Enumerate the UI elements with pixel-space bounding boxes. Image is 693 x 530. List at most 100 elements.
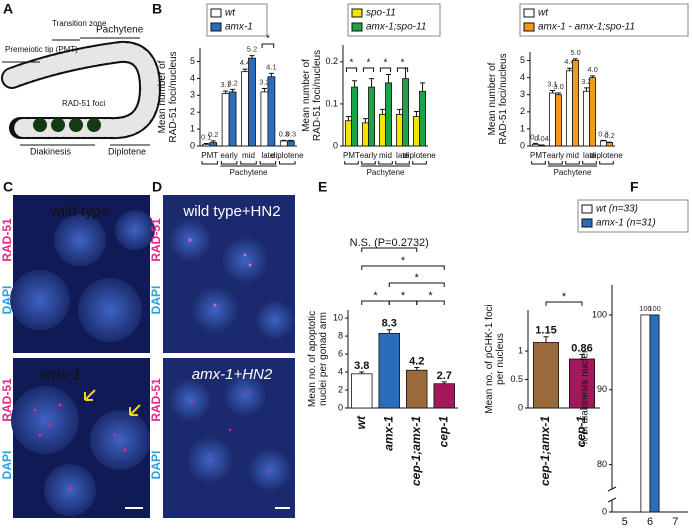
- x-tick-label: early: [220, 151, 237, 160]
- diagram-label: Pachytene: [96, 25, 144, 36]
- category-bracket: [344, 161, 359, 165]
- value-label: 0.2: [604, 131, 614, 140]
- error-bar: [261, 88, 267, 92]
- y-tick-label: 1: [520, 123, 525, 133]
- error-bar: [369, 78, 375, 88]
- category-bracket: [240, 161, 257, 165]
- group-label: Pachytene: [367, 168, 405, 177]
- y-tick-label: 5: [520, 55, 525, 65]
- diagram-label: Premeiotic tip (PMT): [5, 45, 78, 54]
- value-label: 4.4: [564, 57, 574, 66]
- panel-letter: F: [630, 179, 639, 195]
- x-tick-label: PMT: [343, 151, 360, 160]
- error-bar: [288, 139, 294, 141]
- error-bar: [281, 139, 287, 141]
- y-axis-label: nuclei per gonad arm: [318, 312, 329, 406]
- bar: [565, 70, 573, 147]
- stain-label: RAD-51: [149, 378, 163, 422]
- error-bar: [223, 90, 229, 94]
- y-tick-label: 0: [520, 140, 525, 150]
- error-bar: [420, 82, 426, 92]
- significance-label: *: [401, 290, 406, 302]
- bar: [531, 143, 539, 147]
- value-label: 3.2: [581, 77, 591, 86]
- y-tick-label: 0: [190, 140, 195, 150]
- error-bar: [543, 336, 549, 343]
- error-bar: [414, 367, 420, 371]
- y-tick-label: 0: [333, 140, 338, 150]
- bar: [572, 60, 580, 147]
- legend-label: wt: [538, 8, 549, 19]
- legend-swatch: [523, 8, 535, 18]
- legend-label: wt (n=33): [596, 204, 638, 215]
- axis-break: [607, 497, 617, 503]
- y-axis-label: RAD-51 foci/nucleus: [498, 53, 509, 144]
- x-tick-label: mid: [566, 151, 579, 160]
- bar: [640, 314, 651, 513]
- error-bar: [386, 73, 392, 83]
- legend-swatch: [351, 22, 363, 32]
- x-tick-label: early: [547, 151, 564, 160]
- legend-swatch: [523, 22, 535, 32]
- value-label: 0.1: [530, 132, 540, 141]
- axis-break: [607, 486, 617, 492]
- category-bracket: [279, 161, 296, 165]
- value-label: 2.7: [437, 370, 452, 382]
- value-label: 0.04: [534, 134, 549, 143]
- significance-bracket: [545, 301, 583, 306]
- significance-label: *: [373, 290, 378, 302]
- significance-label: *: [266, 34, 270, 45]
- significance-label: *: [367, 58, 371, 69]
- category-bracket: [582, 161, 597, 165]
- error-bar: [210, 140, 216, 143]
- bar: [582, 90, 590, 147]
- value-label: 5.2: [247, 45, 257, 54]
- significance-bracket: [379, 67, 392, 72]
- y-tick-label: 0.2: [325, 56, 338, 66]
- significance-label: N.S. (P=0.2732): [350, 237, 429, 249]
- value-label: 0.3: [598, 129, 608, 138]
- value-label: 4.0: [587, 65, 597, 74]
- significance-label: *: [415, 272, 420, 284]
- error-bar: [549, 89, 555, 94]
- value-label: 3.1: [220, 80, 230, 89]
- stain-label: RAD-51: [0, 378, 14, 422]
- error-bar: [583, 87, 589, 92]
- value-label: 0.2: [208, 130, 218, 139]
- significance-label: *: [384, 58, 388, 69]
- y-axis-label: Mean no. of apoptotic: [307, 311, 318, 407]
- diagram-label: Diplotene: [108, 146, 146, 156]
- error-bar: [396, 108, 402, 115]
- significance-label: *: [428, 290, 433, 302]
- y-axis-label: Mean number of: [487, 62, 498, 135]
- x-tick-label: mid: [242, 151, 255, 160]
- x-tick-label: diplotene: [403, 151, 436, 160]
- bar: [606, 142, 614, 147]
- legend-box: [347, 3, 441, 37]
- legend-label: spo-11: [366, 8, 396, 19]
- panel-letter: B: [152, 1, 162, 17]
- panel-letter: E: [318, 179, 327, 195]
- y-tick-label: 3: [190, 90, 195, 100]
- y-tick-label: 3: [520, 89, 525, 99]
- bar: [555, 94, 563, 147]
- significance-bracket: [396, 67, 409, 72]
- image-title: wild type+HN2: [182, 203, 280, 220]
- bar: [548, 92, 556, 147]
- x-tick-label: amx-1: [381, 416, 395, 451]
- y-tick-label: 0.1: [325, 98, 338, 108]
- y-axis-label: Mean number of: [301, 59, 312, 132]
- x-tick-label: late: [583, 151, 596, 160]
- y-tick-label: 100: [592, 309, 607, 319]
- error-bar: [566, 67, 572, 71]
- y-tick-label: 10: [333, 312, 343, 322]
- y-tick-label: 4: [338, 366, 343, 376]
- value-label: 3.0: [553, 82, 563, 91]
- value-label: 0.3: [286, 129, 296, 138]
- group-label: Pachytene: [230, 168, 268, 177]
- category-bracket: [259, 161, 277, 165]
- bar: [589, 77, 597, 147]
- value-label: 4.4: [240, 58, 250, 67]
- y-tick-label: 2: [520, 106, 525, 116]
- legend-label: amx-1 (n=31): [596, 218, 656, 229]
